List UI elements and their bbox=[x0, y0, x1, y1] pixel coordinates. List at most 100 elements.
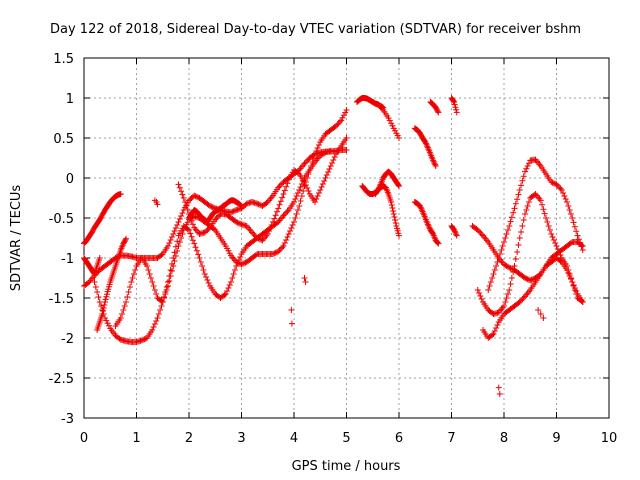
data-point bbox=[230, 271, 237, 277]
data-point bbox=[343, 135, 350, 141]
data-point bbox=[537, 197, 544, 204]
data-point bbox=[98, 303, 105, 309]
data-point bbox=[549, 234, 556, 240]
data-point bbox=[474, 287, 481, 293]
x-tick-label: 9 bbox=[552, 431, 560, 446]
data-point bbox=[175, 181, 182, 188]
data-point bbox=[557, 252, 564, 258]
data-point bbox=[84, 280, 91, 286]
data-point bbox=[238, 261, 245, 268]
data-point bbox=[171, 228, 178, 234]
data-point bbox=[478, 296, 485, 302]
data-point bbox=[546, 227, 553, 233]
data-point bbox=[193, 247, 200, 254]
data-point bbox=[321, 150, 328, 157]
data-point bbox=[495, 255, 502, 261]
data-point bbox=[213, 215, 220, 222]
data-point bbox=[524, 276, 531, 283]
data-point bbox=[451, 99, 458, 105]
x-tick-label: 3 bbox=[237, 431, 245, 446]
data-point bbox=[205, 225, 212, 232]
data-point bbox=[451, 227, 458, 233]
data-point bbox=[170, 255, 177, 261]
data-point bbox=[239, 260, 246, 267]
data-point bbox=[417, 203, 423, 209]
data-point bbox=[116, 335, 123, 342]
data-point bbox=[272, 212, 279, 219]
data-point bbox=[233, 263, 240, 269]
x-tick-label: 2 bbox=[185, 431, 193, 446]
y-tick-label: 1 bbox=[66, 92, 74, 107]
data-point bbox=[155, 311, 162, 317]
data-point bbox=[525, 199, 532, 205]
data-point bbox=[280, 212, 287, 219]
data-point bbox=[512, 256, 519, 262]
data-point bbox=[154, 201, 161, 208]
data-point bbox=[571, 285, 578, 291]
data-point bbox=[176, 239, 183, 245]
data-point bbox=[216, 212, 223, 219]
data-point bbox=[288, 225, 295, 231]
data-point bbox=[101, 302, 108, 308]
data-point bbox=[386, 117, 393, 124]
data-point bbox=[102, 296, 109, 303]
data-point bbox=[171, 258, 178, 264]
data-point bbox=[516, 235, 523, 241]
data-point bbox=[539, 201, 546, 208]
data-point bbox=[301, 179, 308, 185]
data-point bbox=[496, 391, 503, 397]
data-point bbox=[569, 215, 576, 221]
data-point bbox=[333, 123, 339, 129]
data-point bbox=[168, 234, 175, 240]
data-point bbox=[183, 203, 190, 209]
data-point bbox=[506, 264, 513, 271]
data-point bbox=[508, 214, 515, 221]
data-point bbox=[390, 208, 397, 214]
data-point bbox=[292, 196, 299, 202]
data-point bbox=[480, 232, 486, 239]
data-point bbox=[230, 208, 237, 215]
data-point bbox=[294, 207, 301, 213]
y-tick-label: -1 bbox=[61, 252, 74, 267]
data-point bbox=[208, 203, 215, 210]
data-point bbox=[312, 199, 318, 205]
data-point bbox=[329, 160, 336, 166]
data-point bbox=[125, 289, 132, 295]
data-point bbox=[165, 279, 171, 285]
data-point bbox=[376, 182, 383, 189]
data-point bbox=[172, 243, 179, 250]
data-point bbox=[502, 235, 509, 241]
data-point bbox=[171, 249, 178, 256]
data-point bbox=[312, 151, 318, 157]
data-point bbox=[335, 120, 342, 127]
data-point bbox=[550, 237, 557, 243]
data-point bbox=[159, 299, 166, 305]
data-point bbox=[396, 135, 402, 141]
data-point bbox=[423, 141, 430, 148]
data-point bbox=[478, 231, 485, 238]
data-point bbox=[149, 279, 156, 285]
data-point bbox=[391, 214, 398, 220]
data-point bbox=[199, 263, 206, 269]
data-point bbox=[336, 118, 343, 125]
data-point bbox=[567, 211, 574, 217]
data-point bbox=[510, 269, 517, 275]
data-point bbox=[515, 242, 522, 248]
data-point bbox=[103, 291, 110, 298]
x-axis-label: GPS time / hours bbox=[292, 459, 401, 474]
data-point bbox=[327, 147, 334, 154]
data-point bbox=[182, 199, 189, 205]
data-point bbox=[172, 225, 179, 231]
data-point bbox=[494, 322, 501, 328]
data-point bbox=[302, 159, 309, 166]
data-point bbox=[184, 207, 191, 213]
data-point bbox=[235, 220, 242, 227]
data-point bbox=[319, 181, 326, 187]
data-point bbox=[95, 294, 102, 300]
data-point bbox=[250, 230, 257, 237]
data-point bbox=[343, 147, 350, 153]
data-point bbox=[275, 205, 282, 212]
data-point bbox=[322, 175, 329, 181]
data-point bbox=[392, 217, 399, 223]
